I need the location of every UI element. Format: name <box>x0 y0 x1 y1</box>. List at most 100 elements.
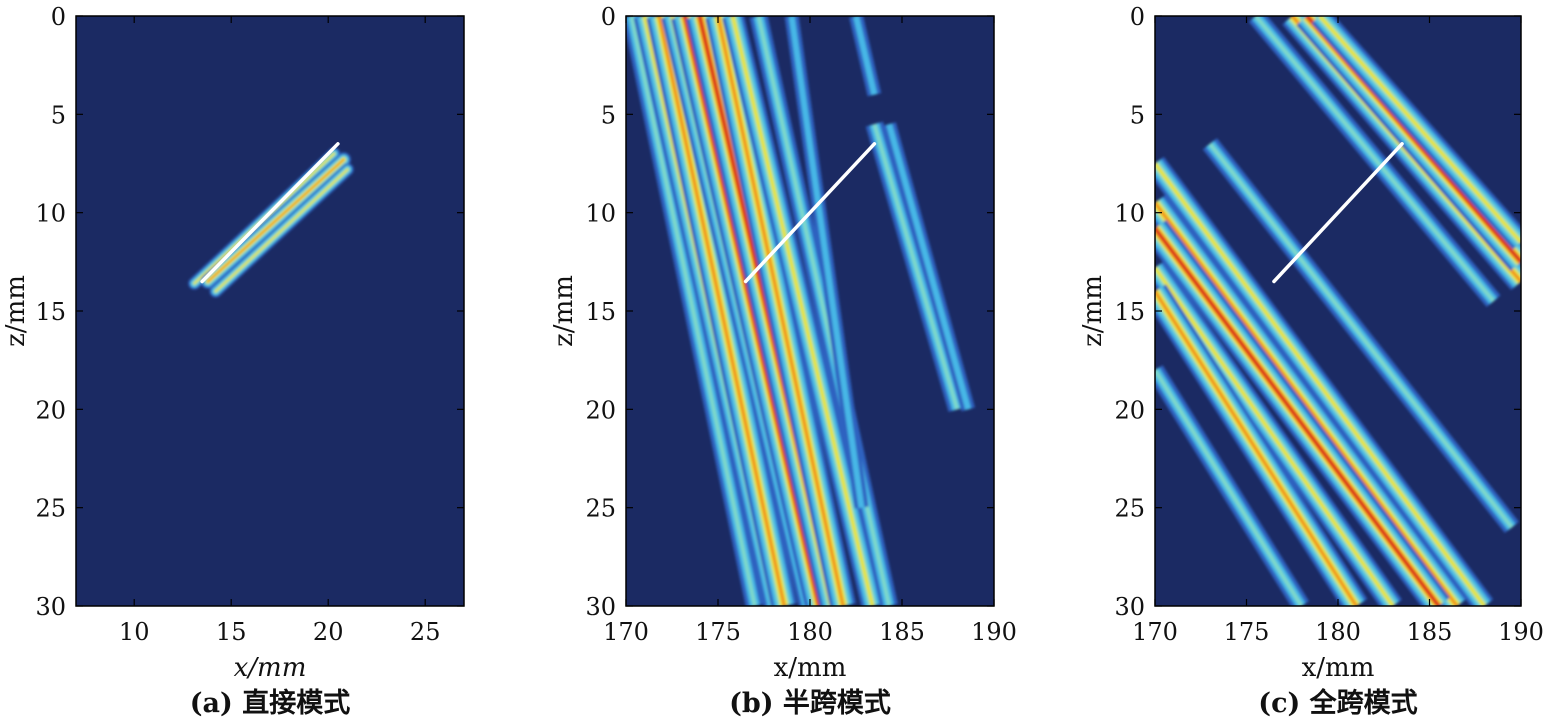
x-tick-label: 10 <box>119 618 150 646</box>
band-stroke <box>1318 16 1521 244</box>
echo-band <box>1202 138 1519 533</box>
x-tick-label: 175 <box>1224 618 1270 646</box>
echo-band <box>784 16 869 509</box>
indication-line-b <box>743 142 877 284</box>
band-stroke <box>1155 266 1395 606</box>
echo-band <box>209 163 354 298</box>
x-tick-label: 170 <box>1132 618 1178 646</box>
y-tick-label: 30 <box>585 593 616 621</box>
band-stroke <box>716 16 845 606</box>
x-axis-label-a: x/mm <box>234 653 307 683</box>
echo-band <box>1155 284 1368 606</box>
plot-area-a <box>76 16 464 606</box>
echo-band <box>749 16 898 606</box>
panel-c: 170 175 180 185 190 0 5 10 15 20 25 30 x/mm z/mm (c… <box>1078 3 1544 719</box>
caption-c: (c) 全跨模式 <box>1258 687 1417 719</box>
ticks-b: 170 175 180 185 190 0 5 10 15 20 25 30 <box>585 3 1016 646</box>
echo-band <box>646 16 797 606</box>
echo-band <box>722 16 884 606</box>
echo-band <box>1155 195 1468 606</box>
band-stroke <box>730 16 875 606</box>
x-tick-label: 190 <box>971 618 1017 646</box>
band-stroke <box>788 16 865 509</box>
x-tick-label: 180 <box>1315 618 1361 646</box>
x-tick-label: 20 <box>313 618 344 646</box>
x-tick-label: 15 <box>216 618 247 646</box>
y-tick-label: 5 <box>51 101 66 129</box>
y-axis-label-b: z/mm <box>549 275 579 347</box>
echo-band <box>849 16 882 97</box>
echo-band <box>705 16 856 606</box>
band-stroke <box>1254 16 1496 303</box>
y-tick-label: 0 <box>601 3 616 31</box>
y-tick-label: 15 <box>35 298 66 326</box>
y-tick-label: 10 <box>35 200 66 228</box>
bands-c <box>1155 16 1521 606</box>
band-stroke <box>1208 142 1514 529</box>
band-stroke <box>683 16 821 606</box>
band-stroke <box>872 123 960 410</box>
y-tick-label: 10 <box>585 200 616 228</box>
echo-band <box>200 152 351 289</box>
x-tick-label: 185 <box>1407 618 1453 646</box>
y-tick-label: 5 <box>1130 101 1145 129</box>
x-axis-label-b: x/mm <box>774 653 847 683</box>
x-tick-label: 190 <box>1498 618 1544 646</box>
bands-b <box>626 16 975 606</box>
y-tick-label: 25 <box>1114 495 1145 523</box>
band-stroke <box>1155 227 1440 606</box>
y-tick-label: 20 <box>585 396 616 424</box>
y-tick-label: 15 <box>1114 298 1145 326</box>
band-stroke <box>756 16 892 606</box>
ticks-c: 170 175 180 185 190 0 5 10 15 20 25 30 <box>1114 3 1543 646</box>
x-tick-label: 180 <box>787 618 833 646</box>
band-stroke <box>1155 368 1304 606</box>
caption-a: (a) 直接模式 <box>190 688 350 719</box>
y-tick-label: 25 <box>35 495 66 523</box>
y-tick-label: 5 <box>601 101 616 129</box>
band-stroke <box>629 16 757 606</box>
band-stroke <box>1155 162 1487 606</box>
band-stroke <box>207 158 345 283</box>
echo-band <box>1155 156 1494 606</box>
band-stroke <box>853 16 878 96</box>
echo-band <box>671 16 833 606</box>
band-stroke <box>1155 290 1358 606</box>
x-tick-label: 185 <box>879 618 925 646</box>
echo-band <box>882 122 975 412</box>
band-stroke <box>886 123 972 411</box>
y-tick-label: 30 <box>35 593 66 621</box>
band-stroke <box>1155 201 1459 606</box>
y-tick-label: 25 <box>585 495 616 523</box>
y-tick-label: 0 <box>1130 3 1145 31</box>
y-tick-label: 15 <box>585 298 616 326</box>
echo-band <box>1155 219 1450 606</box>
y-axis-label-c: z/mm <box>1078 275 1108 347</box>
x-tick-label: 25 <box>410 618 441 646</box>
echo-band <box>1248 16 1501 307</box>
echo-band <box>1155 365 1310 606</box>
y-tick-label: 20 <box>1114 396 1145 424</box>
y-tick-label: 0 <box>51 3 66 31</box>
y-tick-label: 10 <box>1114 200 1145 228</box>
echo-band <box>865 121 966 412</box>
y-axis-label-a: z/mm <box>1 275 31 347</box>
echo-band <box>1155 261 1402 606</box>
echo-band <box>626 16 764 606</box>
panel-b: 170 175 180 185 190 0 5 10 15 20 25 30 x/mm z/mm (b… <box>549 3 1017 719</box>
echo-band <box>1311 16 1521 250</box>
panel-a: 10 15 20 25 0 5 10 15 20 25 30 x/mm z/mm (a) 直接模式 <box>1 3 465 719</box>
band-stroke <box>214 168 349 293</box>
x-tick-label: 175 <box>695 618 741 646</box>
band-stroke <box>657 16 786 606</box>
x-tick-label: 170 <box>603 618 649 646</box>
caption-b: (b) 半跨模式 <box>729 688 891 719</box>
indication-line-c <box>1272 142 1404 284</box>
x-axis-label-c: x/mm <box>1302 653 1375 683</box>
indication-line-a <box>200 142 340 284</box>
y-tick-label: 20 <box>35 396 66 424</box>
bands-a <box>188 147 354 298</box>
y-tick-label: 30 <box>1114 593 1145 621</box>
ticks-a: 10 15 20 25 0 5 10 15 20 25 30 <box>35 3 464 646</box>
